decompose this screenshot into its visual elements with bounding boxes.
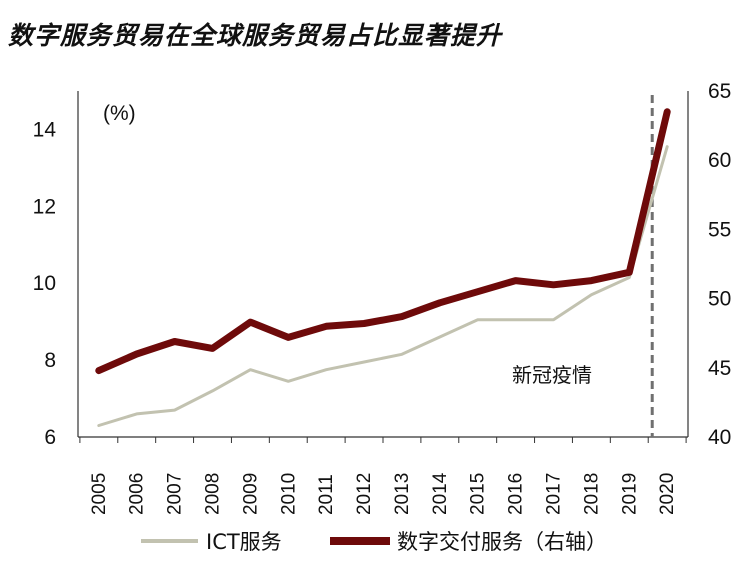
- x-tick-label: 2018: [581, 473, 602, 515]
- y-left-tick-label: 6: [44, 426, 56, 449]
- x-tick-label: 2013: [392, 473, 413, 515]
- unit-label: (%): [103, 102, 136, 125]
- series-line-digital-delivered: [95, 108, 671, 375]
- x-tick-label: 2019: [619, 473, 640, 515]
- legend-label-ict: ICT服务: [206, 530, 282, 554]
- y-right-tick-label: 55: [708, 218, 731, 241]
- x-tick-label: 2016: [506, 473, 527, 515]
- x-tick-label: 2014: [430, 472, 451, 515]
- x-tick-label: 2007: [165, 473, 186, 515]
- x-tick-label: 2010: [278, 473, 299, 515]
- x-tick-label: 2020: [657, 473, 678, 515]
- y-left-tick-label: 12: [33, 195, 56, 218]
- y-left-tick-label: 8: [44, 349, 56, 372]
- x-tick-label: 2011: [316, 474, 337, 515]
- x-tick-label: 2015: [468, 473, 489, 515]
- covid-annotation: 新冠疫情: [512, 363, 592, 387]
- x-tick-label: 2005: [89, 473, 110, 515]
- y-right-tick-label: 65: [708, 80, 731, 103]
- series-line-ict: [97, 145, 669, 427]
- x-tick-label: 2006: [127, 473, 148, 515]
- y-right-tick-label: 45: [708, 357, 731, 380]
- y-right-tick-label: 50: [708, 288, 731, 311]
- x-tick-label: 2008: [203, 473, 224, 515]
- x-tick-label: 2012: [354, 473, 375, 515]
- y-left-tick-label: 14: [33, 118, 57, 141]
- y-right-tick-label: 40: [708, 426, 731, 449]
- y-left-tick-label: 10: [33, 272, 56, 295]
- x-tick-label: 2009: [240, 473, 261, 515]
- x-tick-label: 2017: [543, 473, 564, 515]
- y-right-tick-label: 60: [708, 149, 731, 172]
- chart-title: 数字服务贸易在全球服务贸易占比显著提升: [8, 21, 503, 50]
- legend-label-digital-delivered: 数字交付服务（右轴）: [397, 530, 607, 554]
